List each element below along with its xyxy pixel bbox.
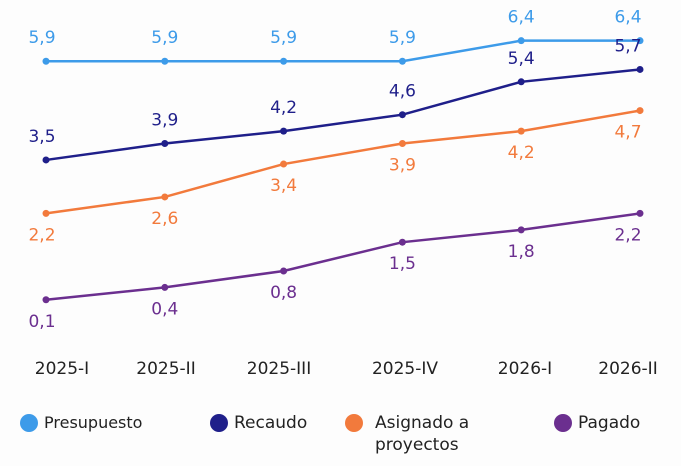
data-point bbox=[636, 37, 644, 45]
data-point bbox=[42, 296, 50, 304]
data-label: 5,7 bbox=[614, 36, 641, 56]
data-point bbox=[398, 139, 406, 147]
series-line bbox=[46, 39, 640, 63]
data-label: 5,9 bbox=[270, 28, 297, 48]
data-label: 1,8 bbox=[508, 242, 535, 262]
data-point bbox=[161, 57, 169, 65]
x-tick-label: 2026-II bbox=[598, 359, 657, 379]
legend-label: Presupuesto bbox=[44, 413, 143, 432]
data-label: 6,4 bbox=[508, 8, 535, 28]
legend-marker bbox=[210, 414, 228, 432]
x-tick-label: 2025-IV bbox=[372, 359, 438, 379]
data-point bbox=[398, 57, 406, 65]
data-point bbox=[161, 139, 169, 147]
data-label: 4,2 bbox=[508, 143, 535, 163]
data-point bbox=[636, 65, 644, 73]
data-label: 1,5 bbox=[389, 254, 416, 274]
data-point bbox=[517, 37, 525, 45]
data-point bbox=[636, 209, 644, 217]
data-point bbox=[280, 127, 288, 135]
data-point bbox=[161, 283, 169, 291]
data-label: 2,2 bbox=[28, 225, 55, 245]
data-point bbox=[280, 57, 288, 65]
data-point bbox=[636, 107, 644, 115]
series-line bbox=[45, 109, 641, 215]
data-label: 6,4 bbox=[614, 8, 641, 28]
data-point bbox=[161, 193, 169, 201]
data-point bbox=[517, 127, 525, 135]
series-line bbox=[45, 68, 641, 162]
data-point bbox=[398, 111, 406, 119]
data-label: 4,6 bbox=[389, 82, 416, 102]
series-line bbox=[45, 212, 641, 302]
chart: 2025-I 2025-II 2025-III 2025-IV 2026-I 2026-I… bbox=[28, 8, 657, 379]
data-label: 2,2 bbox=[614, 225, 641, 245]
data-label: 3,9 bbox=[389, 155, 416, 175]
data-point bbox=[280, 267, 288, 275]
legend-marker bbox=[20, 414, 38, 432]
data-label: 3,4 bbox=[270, 176, 297, 196]
data-label: 0,4 bbox=[151, 299, 178, 319]
data-label: 3,9 bbox=[151, 110, 178, 130]
data-point bbox=[42, 209, 50, 217]
data-point bbox=[42, 57, 50, 65]
data-point bbox=[398, 238, 406, 246]
x-tick-label: 2025-I bbox=[35, 359, 89, 379]
data-label: 5,9 bbox=[151, 28, 178, 48]
data-point bbox=[280, 160, 288, 168]
legend: Presupuesto Recaudo Asignado a proyectos Pa… bbox=[0, 412, 681, 466]
data-label: 3,5 bbox=[28, 127, 55, 147]
data-label: 5,4 bbox=[508, 49, 535, 69]
legend-label: Recaudo bbox=[234, 413, 308, 433]
data-label: 5,9 bbox=[28, 28, 55, 48]
legend-label: Pagado bbox=[578, 413, 641, 433]
legend-item: Recaudo bbox=[210, 412, 340, 434]
data-label: 0,8 bbox=[270, 283, 297, 303]
data-label: 2,6 bbox=[151, 209, 178, 229]
legend-marker bbox=[554, 414, 572, 432]
data-point bbox=[42, 156, 50, 164]
legend-marker bbox=[345, 414, 363, 432]
legend-item: Pagado bbox=[554, 412, 674, 434]
legend-item: Presupuesto bbox=[20, 412, 200, 434]
x-tick-label: 2025-III bbox=[247, 359, 311, 379]
data-point bbox=[517, 226, 525, 234]
data-label: 5,9 bbox=[389, 28, 416, 48]
data-point bbox=[517, 78, 525, 86]
data-label: 4,7 bbox=[614, 123, 641, 143]
data-label: 4,2 bbox=[270, 98, 297, 118]
legend-item: Asignado a proyectos bbox=[345, 412, 525, 456]
legend-label: Asignado a proyectos bbox=[375, 413, 470, 455]
x-tick-label: 2025-II bbox=[136, 359, 195, 379]
x-tick-label: 2026-I bbox=[498, 359, 552, 379]
data-label: 0,1 bbox=[28, 312, 55, 332]
